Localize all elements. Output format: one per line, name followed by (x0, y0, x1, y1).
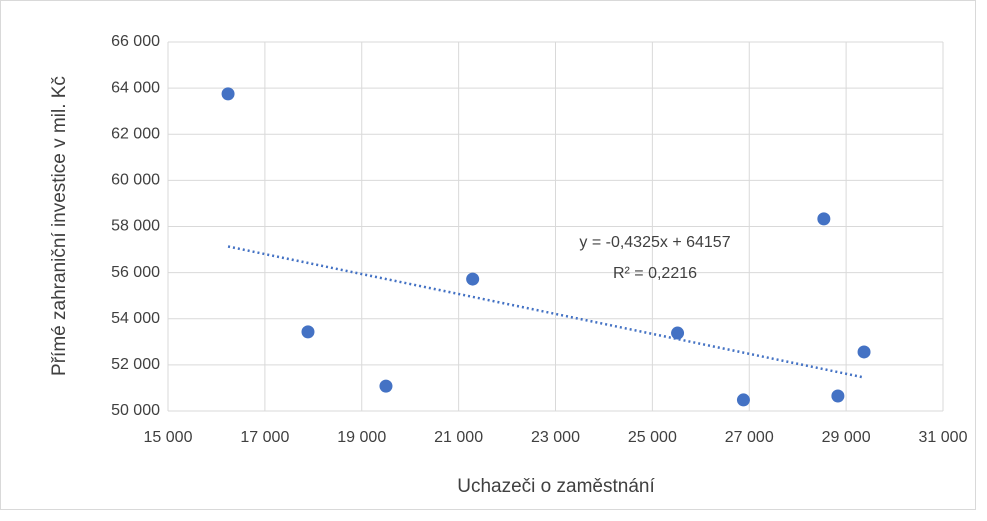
x-tick-label: 19 000 (337, 429, 386, 446)
point (857, 345, 871, 359)
x-tick-label: 23 000 (531, 429, 580, 446)
y-tick-label: 62 000 (111, 125, 160, 142)
x-tick-label: 15 000 (144, 429, 193, 446)
y-tick-label: 54 000 (111, 310, 160, 327)
trendline (227, 245, 865, 379)
x-tick-label: 29 000 (822, 429, 871, 446)
x-tick-label: 25 000 (628, 429, 677, 446)
y-axis-title: Přímé zahraniční investice v mil. Kč (49, 76, 70, 376)
y-tick-label: 50 000 (111, 402, 160, 419)
y-tick-label: 64 000 (111, 79, 160, 96)
trendline-label: y = -0,4325x + 64157 (579, 234, 730, 251)
x-tick-label: 17 000 (240, 429, 289, 446)
point (301, 325, 315, 339)
trendline-label: R² = 0,2216 (613, 265, 697, 282)
point (379, 379, 393, 393)
y-tick-label: 60 000 (111, 172, 160, 189)
point (736, 393, 750, 407)
y-tick-label: 56 000 (111, 264, 160, 281)
y-tick-label: 66 000 (111, 33, 160, 50)
x-tick-label: 21 000 (434, 429, 483, 446)
point (466, 272, 480, 286)
y-tick-label: 58 000 (111, 218, 160, 235)
x-tick-label: 31 000 (919, 429, 968, 446)
point (817, 212, 831, 226)
chart-frame (0, 0, 976, 510)
x-axis-title: Uchazeči o zaměstnání (457, 476, 655, 497)
point (831, 389, 845, 403)
point (221, 87, 235, 101)
x-tick-label: 27 000 (725, 429, 774, 446)
point (671, 326, 685, 340)
y-tick-label: 52 000 (111, 356, 160, 373)
